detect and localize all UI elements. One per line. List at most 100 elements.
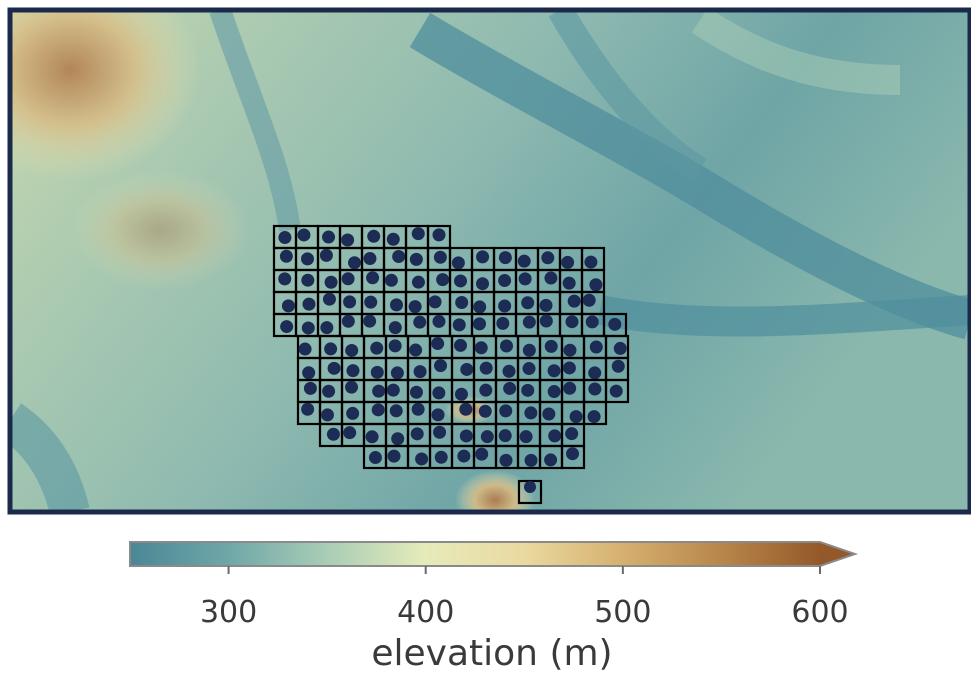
sample-point [388, 339, 402, 353]
sample-point [432, 386, 446, 400]
sample-point [410, 427, 424, 441]
sample-point [454, 387, 468, 401]
sample-point [386, 383, 400, 397]
sample-point [413, 365, 427, 379]
sample-point [343, 426, 357, 440]
sample-point [548, 429, 562, 443]
sample-point [539, 298, 553, 312]
sample-point [322, 230, 336, 244]
grid-cell [582, 400, 608, 426]
sample-point [322, 384, 336, 398]
sample-point [324, 275, 338, 289]
sample-point [547, 385, 561, 399]
sample-point [519, 430, 533, 444]
sample-point [563, 343, 577, 357]
sample-point [500, 339, 514, 353]
map-frame [7, 7, 971, 515]
sample-point [300, 252, 314, 266]
colorbar-label: elevation (m) [371, 633, 612, 674]
sample-point [392, 250, 406, 264]
sample-point [473, 317, 487, 331]
sample-point [324, 342, 338, 356]
sample-point [565, 315, 579, 329]
sample-point [452, 318, 466, 332]
sample-point [521, 383, 535, 397]
colorbar-tick-label: 400 [397, 595, 454, 630]
sample-point [302, 297, 316, 311]
sample-point [411, 275, 425, 289]
sample-point [278, 272, 292, 286]
sample-point [428, 295, 442, 309]
sample-point [326, 427, 340, 441]
sample-point [431, 408, 445, 422]
sample-point [434, 359, 448, 373]
sample-point [567, 294, 581, 308]
sample-point [301, 402, 315, 416]
sample-point [498, 274, 512, 288]
sample-point [413, 315, 427, 329]
sample-point [370, 365, 384, 379]
sample-point [544, 453, 558, 467]
sample-point [384, 273, 398, 287]
sample-point [502, 364, 516, 378]
sample-point [436, 273, 450, 287]
sample-point [363, 252, 377, 266]
sample-point [565, 427, 579, 441]
sample-point [479, 383, 493, 397]
sample-point [589, 340, 603, 354]
grid-cell [604, 378, 630, 404]
sample-grid [272, 224, 630, 505]
sample-point [411, 227, 425, 241]
colorbar-tick-label: 600 [791, 595, 848, 630]
sample-point [281, 299, 295, 313]
sample-point [453, 338, 467, 352]
sample-point [451, 256, 465, 270]
sample-point [561, 255, 575, 269]
sample-point [478, 404, 492, 418]
sample-point [611, 359, 625, 373]
sample-point [613, 341, 627, 355]
sample-point [608, 317, 622, 331]
sample-point [521, 296, 535, 310]
sample-point [386, 232, 400, 246]
sample-point [479, 361, 493, 375]
sample-point [346, 406, 360, 420]
sample-point [363, 314, 377, 328]
sample-point [454, 274, 468, 288]
sample-point [371, 403, 385, 417]
sample-point [366, 271, 380, 285]
sample-point [409, 385, 423, 399]
sample-point [475, 447, 489, 461]
sample-point [539, 314, 553, 328]
sample-point [341, 272, 355, 286]
sample-point [367, 229, 381, 243]
sample-point [346, 364, 360, 378]
sample-point [542, 407, 556, 421]
colorbar-extend [820, 542, 855, 566]
sample-point [459, 402, 473, 416]
sample-point [455, 296, 469, 310]
sample-point [496, 316, 510, 330]
sample-point [476, 277, 490, 291]
sample-point [298, 342, 312, 356]
sample-point [499, 453, 513, 467]
sample-point [327, 361, 341, 375]
sample-point [320, 321, 334, 335]
sample-point [524, 453, 538, 467]
sample-point [582, 293, 596, 307]
sample-point [302, 366, 316, 380]
sample-point [562, 276, 576, 290]
sample-point [345, 380, 359, 394]
sample-point [280, 320, 294, 334]
sample-point [473, 300, 487, 314]
sample-point [303, 381, 317, 395]
sample-point [588, 382, 602, 396]
sample-point [411, 402, 425, 416]
sample-point [301, 321, 315, 335]
sample-point [544, 271, 558, 285]
sample-point [341, 233, 355, 247]
colorbar-tick-label: 500 [594, 595, 651, 630]
sample-point [498, 299, 512, 313]
elevation-map [10, 10, 970, 512]
